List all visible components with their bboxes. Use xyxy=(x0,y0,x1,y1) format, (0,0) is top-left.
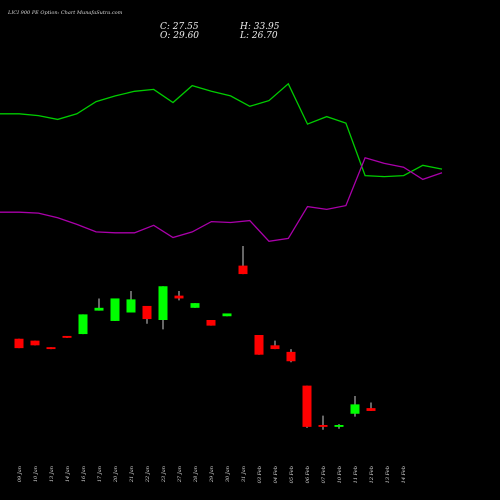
x-tick-label: 16 Jan xyxy=(81,466,87,482)
candle-body xyxy=(206,320,216,326)
x-tick-label: 06 Feb xyxy=(305,466,311,483)
chart-title: LICI 900 PE Option: Chart MunafaSutra.co… xyxy=(8,10,123,16)
candle-body xyxy=(238,265,248,275)
candle-body xyxy=(158,286,168,320)
candle-body xyxy=(94,307,104,311)
candle-body xyxy=(350,404,360,414)
candle-body xyxy=(254,335,264,355)
x-tick-label: 07 Feb xyxy=(321,466,327,483)
candle-body xyxy=(270,345,280,350)
x-tick-label: 09 Jan xyxy=(17,466,23,482)
candle-body xyxy=(174,295,184,299)
x-tick-label: 10 Jan xyxy=(33,466,39,482)
low-readout: L: 26.70 xyxy=(240,31,278,41)
candle-body xyxy=(318,425,328,427)
x-tick-label: 20 Jan xyxy=(113,466,119,483)
x-tick-label: 28 Jan xyxy=(193,466,199,483)
x-tick-label: 29 Jan xyxy=(209,466,215,483)
x-tick-label: 21 Jan xyxy=(129,466,135,483)
candle-body xyxy=(142,305,152,320)
x-axis: 09 Jan 10 Jan 13 Jan 14 Jan 16 Jan 17 Jan 20 J… xyxy=(17,466,407,483)
open-readout: O: 29.60 xyxy=(160,31,200,41)
x-tick-label: 10 Feb xyxy=(337,466,343,483)
x-tick-label: 14 Feb xyxy=(401,466,407,483)
candle-body xyxy=(110,298,120,321)
candles-layer xyxy=(14,245,376,430)
candle-body xyxy=(334,425,344,427)
candle-body xyxy=(222,313,232,317)
high-readout: H: 33.95 xyxy=(240,22,280,32)
x-tick-label: 13 Jan xyxy=(49,466,55,482)
x-tick-label: 27 Jan xyxy=(177,466,183,483)
candle-body xyxy=(14,338,24,349)
candle-body xyxy=(78,314,88,335)
bands-layer xyxy=(0,82,443,242)
x-tick-label: 13 Feb xyxy=(385,466,391,483)
candle-body xyxy=(30,340,40,346)
x-tick-label: 30 Jan xyxy=(225,466,231,482)
x-tick-label: 31 Jan xyxy=(241,466,247,482)
x-tick-label: 17 Jan xyxy=(97,466,103,482)
x-tick-label: 14 Jan xyxy=(65,466,71,482)
candle-body xyxy=(302,385,312,427)
candle-body xyxy=(126,299,136,313)
x-tick-label: 11 Feb xyxy=(353,466,359,483)
x-tick-label: 03 Feb xyxy=(257,466,263,483)
close-readout: C: 27.55 xyxy=(160,22,199,32)
upper-band-line xyxy=(0,82,443,178)
candle-body xyxy=(62,335,72,338)
candle-body xyxy=(46,347,56,350)
x-tick-label: 05 Feb xyxy=(289,466,295,483)
candle-body xyxy=(286,351,296,362)
x-tick-label: 04 Feb xyxy=(273,466,279,483)
x-tick-label: 23 Jan xyxy=(161,466,167,483)
x-tick-label: 22 Jan xyxy=(145,466,151,483)
lower-band-line xyxy=(0,157,443,242)
candle-body xyxy=(366,408,376,411)
x-tick-label: 12 Feb xyxy=(369,466,375,483)
candle-body xyxy=(190,303,200,308)
